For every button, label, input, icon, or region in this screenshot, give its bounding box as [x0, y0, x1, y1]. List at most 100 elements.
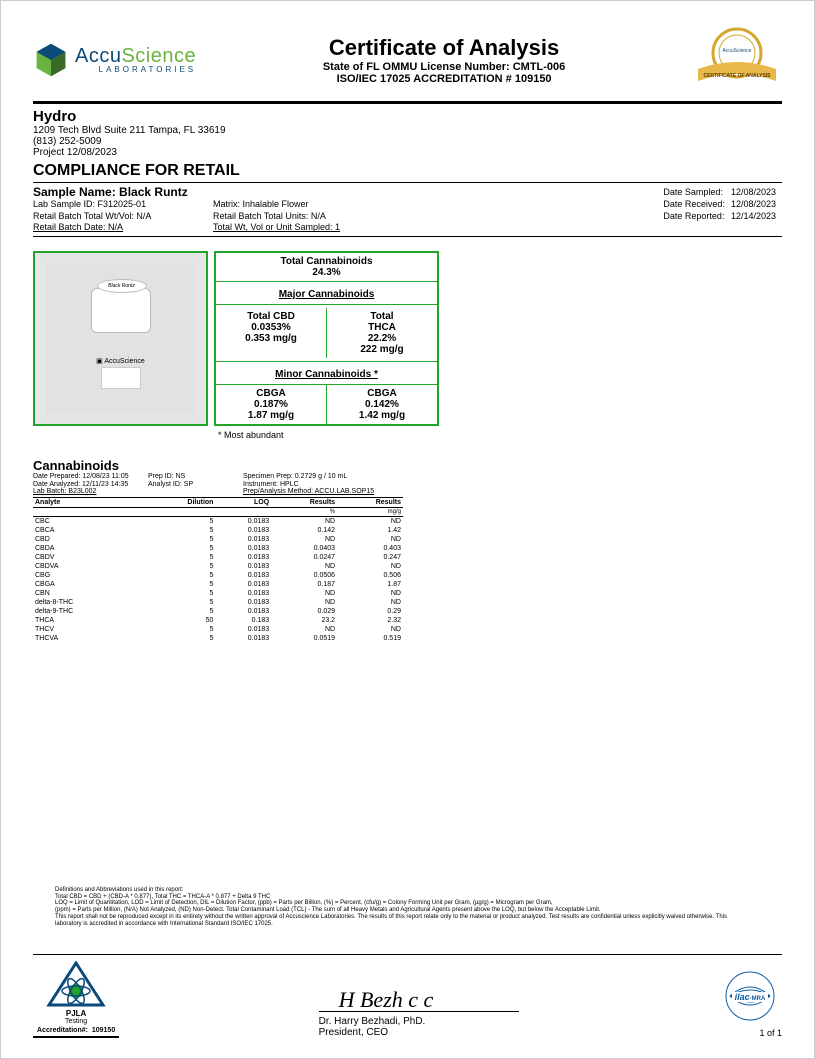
cell: ND — [271, 535, 337, 544]
logo-sub: LABORATORIES — [75, 66, 196, 74]
cert-accred: ISO/IEC 17025 ACCREDITATION # 109150 — [196, 73, 692, 85]
subcol: % — [271, 508, 337, 517]
cell: 0.183 — [215, 616, 271, 625]
jar-lid: Black Runtz — [97, 279, 147, 293]
cell: 0.0183 — [215, 562, 271, 571]
cell: ND — [271, 625, 337, 634]
pjla-accr: Accreditation#: 109150 — [33, 1027, 119, 1038]
subcol: mg/g — [337, 508, 403, 517]
cell: 0.29 — [337, 607, 403, 616]
page-num: 1 of 1 — [718, 1028, 782, 1038]
date-val: 12/08/2023 — [731, 187, 780, 197]
table-row: CBGA50.01830.1871.87 — [33, 580, 403, 589]
name: CBGA — [220, 388, 322, 399]
table-subheader: % mg/g — [33, 508, 403, 517]
mg: 222 mg/g — [331, 344, 433, 355]
def-line: This report shall not be reproduced exce… — [55, 914, 754, 928]
cell: 5 — [155, 598, 216, 607]
cell: ND — [337, 562, 403, 571]
major-label: Major Cannabinoids — [279, 289, 375, 300]
sample-photo: Black Runtz ▣ AccuScience — [33, 251, 208, 426]
meta: Date Prepared: 12/08/23 11:05 — [33, 473, 148, 481]
cell: 5 — [155, 634, 216, 643]
client-addr: 1209 Tech Blvd Suite 211 Tampa, FL 33619 — [33, 125, 782, 136]
cell: THCV — [33, 625, 155, 634]
sample-left: Sample Name: Black Runtz Lab Sample ID: … — [33, 185, 413, 234]
pjla-block: PJLA Testing Accreditation#: 109150 — [33, 961, 119, 1038]
meta-cell: Retail Batch Date: N/A — [33, 222, 213, 234]
cell: delta-8-THC — [33, 598, 155, 607]
cell: 0.0183 — [215, 580, 271, 589]
client-name: Hydro — [33, 108, 782, 125]
mg: 1.42 mg/g — [331, 410, 433, 421]
pct: 0.187% — [220, 399, 322, 410]
compliance-title: COMPLIANCE FOR RETAIL — [33, 162, 782, 180]
cell: 0.0519 — [271, 634, 337, 643]
cell: CBG — [33, 571, 155, 580]
cell: ND — [337, 517, 403, 527]
meta-cell: Lab Sample ID: F312025-01 — [33, 199, 213, 211]
meta-cell: Retail Batch Total Wt/Vol: N/A — [33, 211, 213, 223]
table-row: CBD50.0183NDND — [33, 535, 403, 544]
table-row: delta-8-THC50.0183NDND — [33, 598, 403, 607]
total-label: Total Cannabinoids — [216, 256, 437, 267]
cell: 5 — [155, 535, 216, 544]
definitions: Definitions and Abbreviations used in th… — [55, 887, 754, 928]
cell: 50 — [155, 616, 216, 625]
cell: 0.029 — [271, 607, 337, 616]
cannabinoids-table: Analyte Dilution LOQ Results Results % m… — [33, 497, 403, 643]
cell: ND — [337, 589, 403, 598]
sample-dates: Date Sampled:12/08/2023 Date Received:12… — [661, 185, 782, 234]
date-val: 12/08/2023 — [731, 199, 780, 209]
major-cbd: Total CBD 0.0353% 0.353 mg/g — [216, 308, 327, 358]
minor-label: Minor Cannabinoids * — [275, 369, 378, 380]
table-row: CBDA50.01830.04030.403 — [33, 544, 403, 553]
cell: THCA — [33, 616, 155, 625]
col: Results — [337, 498, 403, 508]
meta-cell: Matrix: Inhalable Flower — [213, 199, 413, 211]
col: LOQ — [215, 498, 271, 508]
ilac-block: ilac-MRA 1 of 1 — [718, 970, 782, 1038]
pct: 22.2% — [331, 333, 433, 344]
cell: 0.519 — [337, 634, 403, 643]
cell: 5 — [155, 517, 216, 527]
date-label: Date Sampled: — [663, 187, 729, 197]
table-row: CBC50.0183NDND — [33, 517, 403, 527]
cell: CBC — [33, 517, 155, 527]
svg-text:CERTIFICATE OF ANALYSIS: CERTIFICATE OF ANALYSIS — [703, 73, 771, 79]
table-row: CBDVA50.0183NDND — [33, 562, 403, 571]
meta-cell: Total Wt, Vol or Unit Sampled: 1 — [213, 222, 413, 234]
cert-title: Certificate of Analysis — [196, 35, 692, 61]
date-label: Date Received: — [663, 199, 729, 209]
cannabinoid-summary: Total Cannabinoids 24.3% Major Cannabino… — [214, 251, 439, 426]
cell: 5 — [155, 607, 216, 616]
cell: 0.0247 — [271, 553, 337, 562]
cell: CBDA — [33, 544, 155, 553]
cell: 1.87 — [337, 580, 403, 589]
meta-cell: Retail Batch Total Units: N/A — [213, 211, 413, 223]
cell: CBGA — [33, 580, 155, 589]
table-row: THCA500.18323.22.32 — [33, 616, 403, 625]
client-block: Hydro 1209 Tech Blvd Suite 211 Tampa, FL… — [33, 108, 782, 158]
table-row: CBDV50.01830.02470.247 — [33, 553, 403, 562]
footer: PJLA Testing Accreditation#: 109150 H Be… — [33, 954, 782, 1038]
jar-icon: Black Runtz — [91, 288, 151, 333]
cell: 0.0183 — [215, 526, 271, 535]
mg: 0.353 mg/g — [220, 333, 322, 344]
cann-heading: Cannabinoids — [33, 458, 782, 473]
meta: Lab Batch: B23L002 — [33, 488, 148, 496]
cell: 0.0183 — [215, 535, 271, 544]
sample-meta: Lab Sample ID: F312025-01Matrix: Inhalab… — [33, 199, 413, 234]
cell: ND — [271, 598, 337, 607]
total-value: 24.3% — [216, 267, 437, 278]
cell: ND — [271, 562, 337, 571]
cell: THCVA — [33, 634, 155, 643]
mg: 1.87 mg/g — [220, 410, 322, 421]
meta: Prep ID: NS — [148, 473, 243, 481]
report-page: AccuScience LABORATORIES Certificate of … — [0, 0, 815, 1059]
cell: 5 — [155, 571, 216, 580]
cell: 0.0403 — [271, 544, 337, 553]
cell: 0.187 — [271, 580, 337, 589]
cell: 0.0183 — [215, 598, 271, 607]
cell: 5 — [155, 553, 216, 562]
